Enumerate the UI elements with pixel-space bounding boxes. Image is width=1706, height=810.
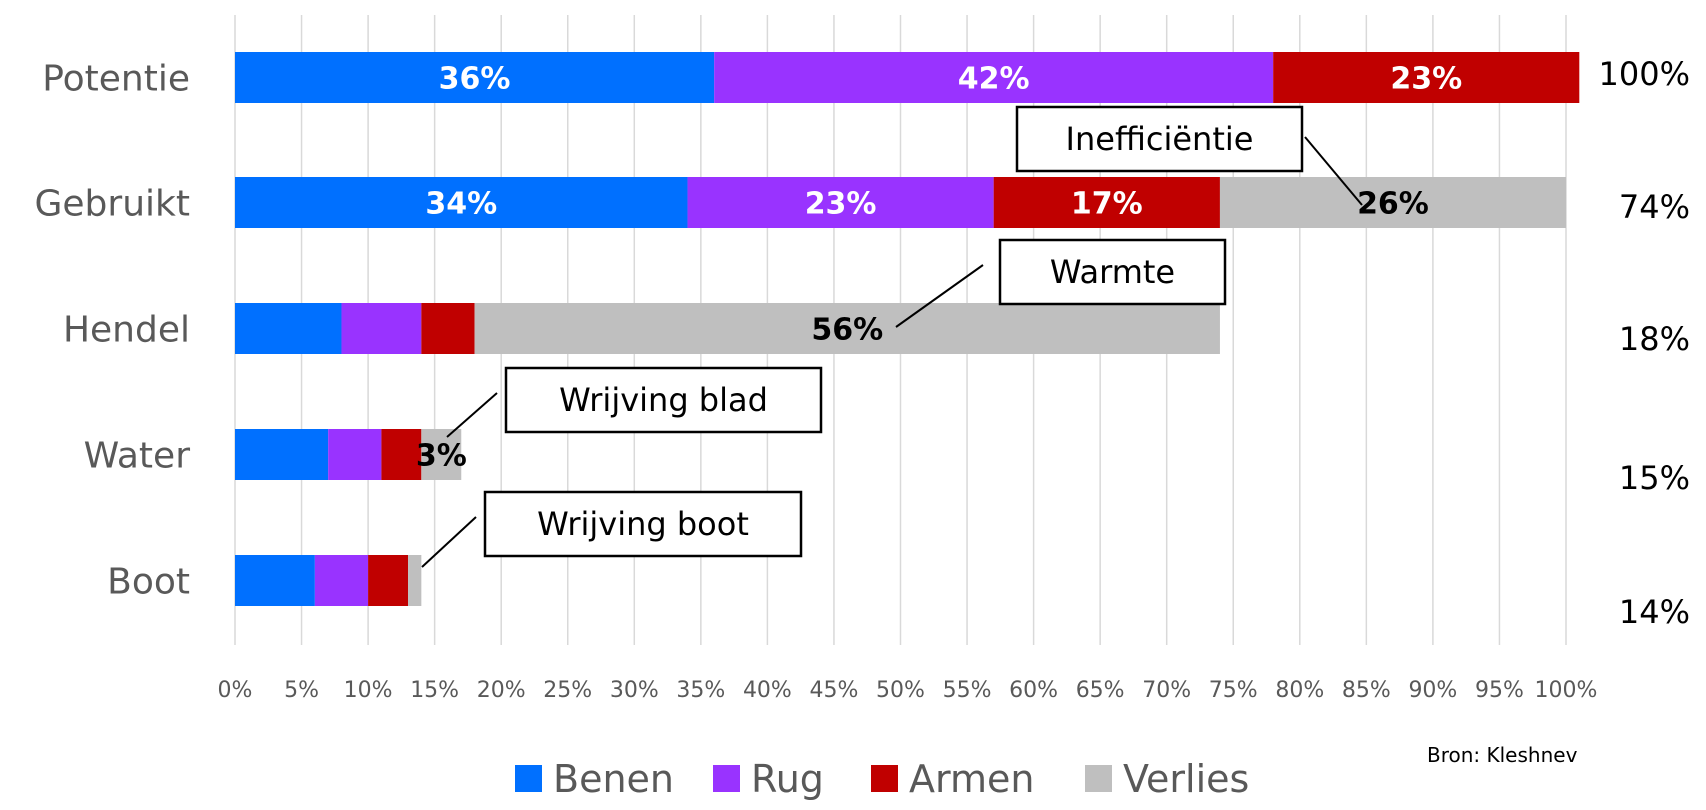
bar-segment-armen-hendel xyxy=(421,303,475,354)
bar-segment-armen-potentie xyxy=(1273,52,1580,103)
callout-box xyxy=(504,366,823,434)
x-tick-label: 5% xyxy=(284,678,319,703)
data-label: 23% xyxy=(1390,62,1462,97)
legend-label-verlies: Verlies xyxy=(1123,757,1249,801)
x-tick-label: 85% xyxy=(1342,678,1391,703)
bar-segment-armen-gebruikt xyxy=(993,177,1220,228)
callout-leader-line xyxy=(421,516,477,568)
bar-segment-armen-water xyxy=(381,429,422,480)
x-tick-label: 25% xyxy=(543,678,592,703)
x-tick-label: 30% xyxy=(610,678,659,703)
callout-box xyxy=(998,238,1227,306)
callout-label: Wrijving blad xyxy=(559,381,768,419)
x-tick-label: 100% xyxy=(1535,678,1598,703)
segment-labels: 36% 42% 23% 34% 23% 17% 26% 56% 3% xyxy=(416,62,1462,474)
total-label: 100% xyxy=(1599,55,1690,93)
total-labels: 100% 74% 18% 15% 14% xyxy=(1599,55,1690,631)
total-label: 74% xyxy=(1619,188,1690,226)
x-tick-label: 10% xyxy=(344,678,393,703)
category-label: Gebruikt xyxy=(35,184,190,225)
category-label: Potentie xyxy=(42,59,190,100)
legend-label-rug: Rug xyxy=(751,757,824,801)
data-label: 23% xyxy=(805,187,877,222)
bar-segment-verlies-gebruikt xyxy=(1219,177,1566,228)
total-label: 15% xyxy=(1619,459,1690,497)
bar-segment-rug-gebruikt xyxy=(687,177,994,228)
legend-label-benen: Benen xyxy=(553,757,674,801)
bar-segment-verlies-water xyxy=(421,429,462,480)
bar-segment-rug-water xyxy=(328,429,382,480)
x-tick-label: 95% xyxy=(1475,678,1524,703)
total-label: 14% xyxy=(1619,593,1690,631)
callout-label: Warmte xyxy=(1050,253,1175,291)
bar-segment-benen-boot xyxy=(235,555,315,606)
bars xyxy=(235,52,1580,606)
bar-segment-rug-potentie xyxy=(714,52,1274,103)
data-label: 42% xyxy=(958,62,1030,97)
x-tick-label: 0% xyxy=(218,678,253,703)
bar-segment-verlies-boot xyxy=(408,555,422,606)
legend-swatch-benen xyxy=(515,765,542,792)
callout-leader-line xyxy=(895,264,984,328)
x-tick-label: 60% xyxy=(1009,678,1058,703)
category-labels: Potentie Gebruikt Hendel Water Boot xyxy=(35,59,191,603)
bar-segment-benen-water xyxy=(235,429,329,480)
legend-label-armen: Armen xyxy=(909,757,1034,801)
data-label: 36% xyxy=(439,62,511,97)
x-tick-label: 20% xyxy=(477,678,526,703)
x-tick-label: 50% xyxy=(876,678,925,703)
bar-segment-benen-hendel xyxy=(235,303,342,354)
legend: Benen Rug Armen Verlies xyxy=(515,757,1249,801)
x-tick-label: 15% xyxy=(410,678,459,703)
x-tick-label: 40% xyxy=(743,678,792,703)
x-tick-label: 45% xyxy=(809,678,858,703)
callout-box xyxy=(1015,105,1304,173)
callout-leader-line xyxy=(446,392,498,438)
bar-segment-rug-hendel xyxy=(341,303,422,354)
source-note: Bron: Kleshnev xyxy=(1427,743,1578,767)
bar-segment-benen-potentie xyxy=(235,52,715,103)
data-label: 56% xyxy=(811,313,883,348)
x-tick-label: 90% xyxy=(1408,678,1457,703)
x-axis-tick-labels: 0% 5% 10% 15% 20% 25% 30% 35% 40% 45% 50% 55% 60% 65%… xyxy=(218,678,1598,703)
callout-label: Wrijving boot xyxy=(537,505,749,543)
x-tick-label: 65% xyxy=(1076,678,1125,703)
bar-segment-benen-gebruikt xyxy=(235,177,688,228)
callouts: Inefficiëntie Warmte Wrijving blad Wrijving… xyxy=(421,105,1363,568)
callout-box xyxy=(483,490,803,558)
data-label: 17% xyxy=(1071,187,1143,222)
category-label: Water xyxy=(84,436,191,477)
x-tick-label: 55% xyxy=(943,678,992,703)
x-tick-label: 80% xyxy=(1275,678,1324,703)
x-tick-label: 75% xyxy=(1209,678,1258,703)
data-label: 3% xyxy=(416,439,467,474)
category-label: Boot xyxy=(107,562,190,603)
category-label: Hendel xyxy=(63,310,190,351)
x-tick-label: 35% xyxy=(676,678,725,703)
data-label: 34% xyxy=(425,187,497,222)
callout-leader-line xyxy=(1304,136,1363,206)
legend-swatch-armen xyxy=(871,765,898,792)
total-label: 18% xyxy=(1619,320,1690,358)
callout-label: Inefficiëntie xyxy=(1066,120,1254,158)
bar-segment-rug-boot xyxy=(314,555,369,606)
bar-segment-verlies-hendel xyxy=(474,303,1220,354)
bar-segment-armen-boot xyxy=(368,555,409,606)
legend-swatch-verlies xyxy=(1085,765,1112,792)
data-label: 26% xyxy=(1357,187,1429,222)
legend-swatch-rug xyxy=(713,765,740,792)
x-tick-label: 70% xyxy=(1142,678,1191,703)
